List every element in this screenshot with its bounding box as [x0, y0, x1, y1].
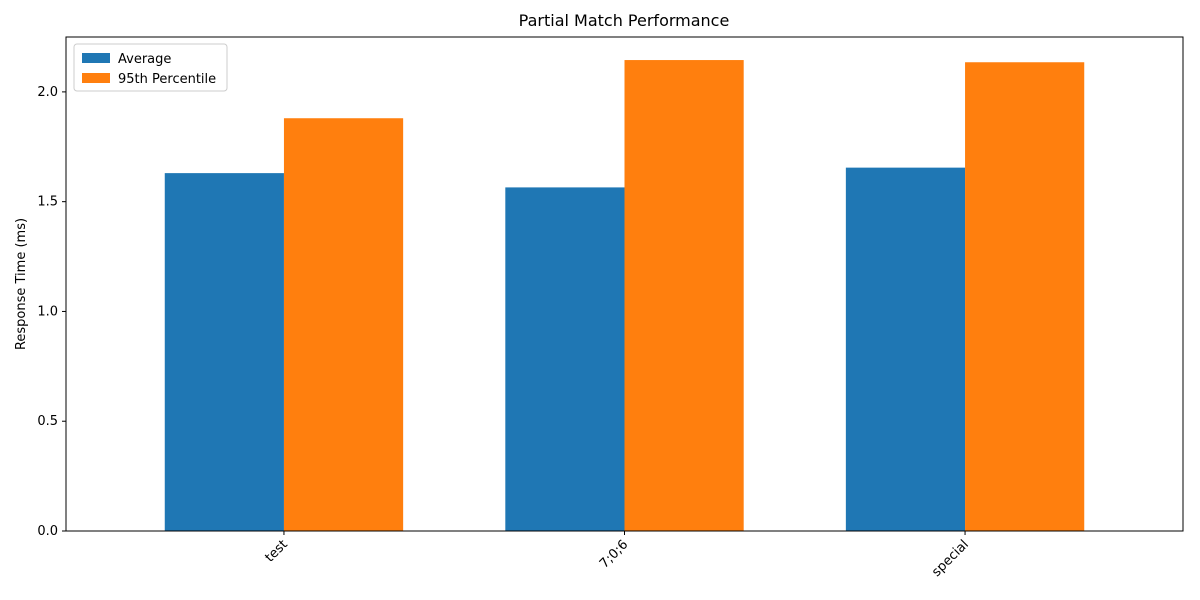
bars-layer: [164, 60, 1085, 531]
bar-95th-percentile-2: [965, 62, 1085, 531]
y-tick-label: 1.5: [37, 195, 58, 210]
y-axis: 0.0 0.5 1.0 1.5 2.0: [37, 85, 66, 539]
plot-frame: [65, 36, 1184, 532]
y-tick-label: 2.0: [37, 85, 58, 100]
y-tick-label: 0.5: [37, 414, 58, 429]
bar-average-1: [505, 187, 625, 531]
x-tick-label: 7;0;6: [597, 537, 631, 571]
chart-title: Partial Match Performance: [519, 11, 730, 30]
legend-swatch: [82, 73, 110, 83]
x-tick-label: test: [263, 537, 291, 565]
bar-95th-percentile-1: [624, 60, 744, 531]
x-tick-label: special: [929, 537, 972, 580]
legend-label: 95th Percentile: [118, 72, 216, 87]
y-tick-label: 1.0: [37, 304, 58, 319]
bar-average-0: [164, 173, 284, 531]
y-tick-label: 0.0: [37, 524, 58, 539]
legend-swatch: [82, 53, 110, 63]
bar-95th-percentile-0: [283, 118, 404, 531]
bar-average-2: [845, 167, 966, 531]
x-axis: test 7;0;6 special: [263, 531, 972, 580]
y-axis-label: Response Time (ms): [14, 218, 29, 350]
legend-label: Average: [118, 52, 171, 67]
legend: Average 95th Percentile: [73, 43, 228, 92]
legend-box: [73, 43, 228, 92]
